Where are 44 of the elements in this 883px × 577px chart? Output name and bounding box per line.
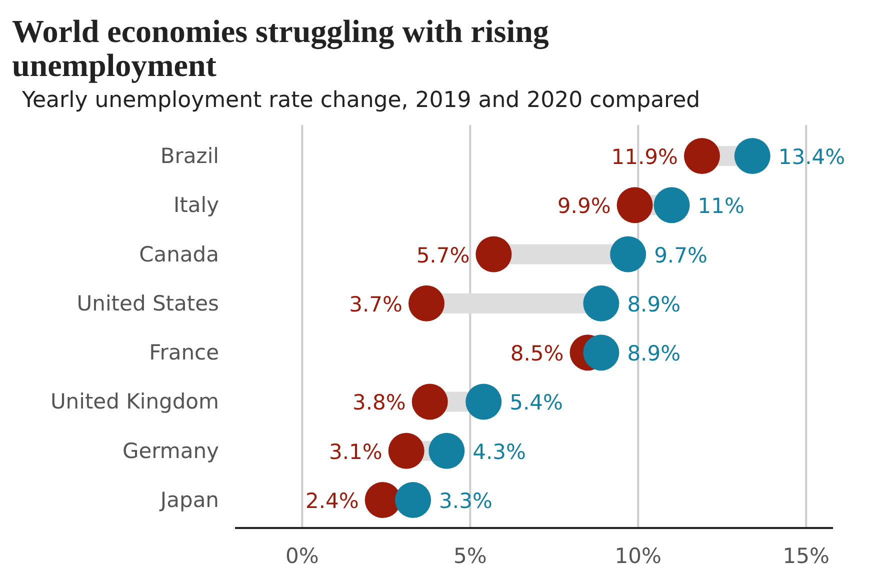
data-label: 8.5% <box>510 342 564 366</box>
point <box>395 482 432 518</box>
point <box>412 384 448 420</box>
data-label: 3.3% <box>439 489 492 513</box>
y-tick-label: Japan <box>158 488 219 512</box>
chart-subtitle: Yearly unemployment rate change, 2019 and 2020 compared <box>22 88 700 113</box>
point <box>428 432 465 469</box>
y-tick-label: Germany <box>122 438 219 463</box>
data-label: 11% <box>698 194 744 218</box>
x-tick-label: 0% <box>286 544 319 568</box>
point <box>616 187 653 224</box>
point <box>734 138 770 174</box>
x-tick-label: 10% <box>614 544 662 568</box>
data-label: 9.9% <box>557 194 611 218</box>
y-tick-label: United States <box>76 291 219 316</box>
point <box>684 138 720 174</box>
x-tick-label: 15% <box>782 544 830 568</box>
data-label: 8.9% <box>627 292 681 316</box>
data-label: 13.4% <box>778 145 846 169</box>
data-label: 3.8% <box>352 390 406 415</box>
point <box>388 432 424 469</box>
y-tick-label: Canada <box>139 242 219 266</box>
point <box>610 236 646 272</box>
point <box>583 285 620 322</box>
y-tick-label: United Kingdom <box>50 390 219 414</box>
data-label: 3.1% <box>328 440 382 464</box>
data-label: 2.4% <box>305 489 359 513</box>
y-tick-label: France <box>149 340 219 365</box>
data-label: 3.7% <box>349 292 402 316</box>
data-label: 4.3% <box>472 440 526 464</box>
point <box>408 285 444 322</box>
y-tick-label: Brazil <box>160 144 219 168</box>
point <box>583 334 620 371</box>
point <box>654 187 690 224</box>
data-label: 11.9% <box>611 145 678 169</box>
point <box>476 236 512 272</box>
data-label: 9.7% <box>654 243 708 268</box>
data-label: 8.9% <box>627 342 681 366</box>
point <box>466 384 502 420</box>
y-tick-label: Italy <box>173 193 219 218</box>
x-tick-label: 5% <box>454 544 487 568</box>
data-label: 5.7% <box>416 243 470 268</box>
data-label: 5.4% <box>510 390 563 415</box>
chart-title: World economies struggling with rising unemployment <box>12 13 549 83</box>
